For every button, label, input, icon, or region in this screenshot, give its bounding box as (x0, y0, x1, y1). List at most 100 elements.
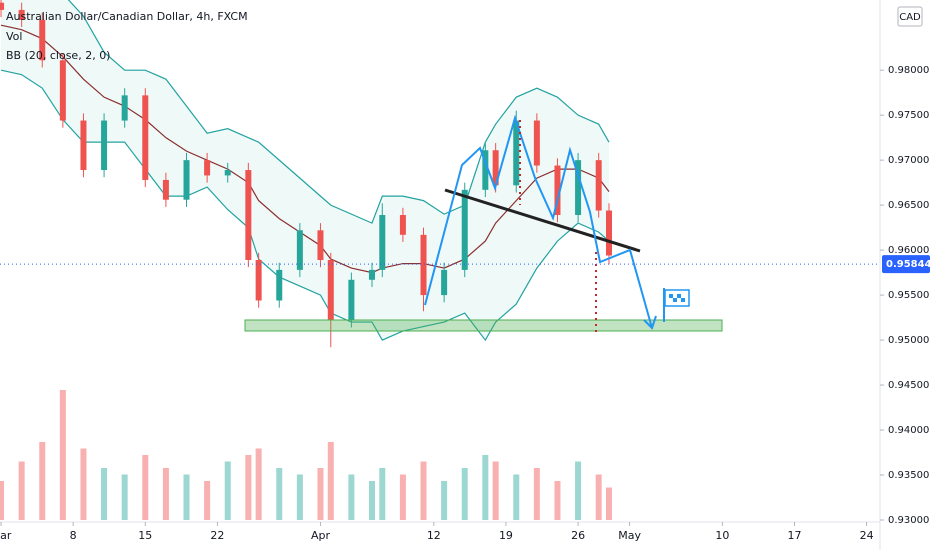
support-zone (244, 319, 723, 332)
y-tick-label: 0.97500 (888, 110, 929, 121)
currency-label[interactable]: CAD (899, 12, 921, 23)
band-fill (1, 0, 609, 341)
x-tick-label: 17 (787, 529, 801, 542)
volume-bar (533, 468, 540, 520)
candle-body (39, 19, 46, 61)
candle-body (142, 95, 149, 180)
volume-bar (80, 448, 87, 520)
x-tick-label: 24 (860, 529, 874, 542)
volume-bar (317, 468, 324, 520)
last-price-box (882, 255, 930, 274)
volume-bar (296, 474, 303, 520)
volume-bar (101, 468, 108, 520)
candle-body (533, 120, 540, 166)
y-tick-label: 0.97000 (888, 155, 929, 166)
volume-bar (162, 468, 169, 520)
y-tick-label: 0.94500 (888, 380, 929, 391)
x-tick-label: 22 (210, 529, 224, 542)
candle-body (399, 215, 406, 235)
candle-body (204, 160, 211, 176)
candle-body (255, 260, 262, 301)
candle-body (379, 215, 386, 270)
volume-bar (0, 481, 5, 520)
candle-body (554, 165, 561, 216)
volume-bar (245, 455, 252, 520)
volume-bar (575, 461, 582, 520)
candle-body (296, 230, 303, 270)
candle-body (183, 160, 190, 200)
volume-bar (204, 481, 211, 520)
volume-bar (379, 468, 386, 520)
volume-bar (276, 468, 283, 520)
volume-bar (39, 442, 46, 520)
volume-bar (327, 442, 334, 520)
candle-body (482, 150, 489, 190)
x-tick-label: Apr (311, 529, 331, 542)
candle-body (327, 260, 334, 321)
plot (0, 0, 612, 520)
candle-body (575, 160, 582, 216)
volume-bar (255, 448, 262, 520)
y-tick-label: 0.95000 (888, 335, 929, 346)
x-tick-label: 12 (427, 529, 441, 542)
candle-body (245, 170, 252, 260)
candle-body (368, 269, 375, 280)
y-tick-label: 0.96000 (888, 245, 929, 256)
volume-bar (399, 474, 406, 520)
y-tick-label: 0.98000 (888, 65, 929, 76)
candle-body (348, 279, 355, 321)
y-tick-label: 0.96500 (888, 200, 929, 211)
x-tick-label: 8 (70, 529, 77, 542)
candle-body (595, 160, 602, 211)
y-tick-label: 0.95500 (888, 290, 929, 301)
volume-bar (18, 461, 25, 520)
indicator-legend: BB (20, close, 2, 0) (6, 49, 110, 62)
volume-bar (183, 474, 190, 520)
volume-bar (121, 474, 128, 520)
volume-legend: Vol (6, 30, 22, 43)
volume-bar (441, 481, 448, 520)
x-tick-label: May (618, 529, 641, 542)
candle-body (18, 9, 25, 20)
candle-body (224, 170, 231, 176)
candle-body (317, 230, 324, 260)
x-tick-label: 19 (499, 529, 513, 542)
currency-box[interactable] (897, 6, 923, 27)
volume-bar (142, 455, 149, 520)
volume-bar (595, 474, 602, 520)
candle-body (162, 179, 169, 200)
candle-body (420, 234, 427, 296)
bb-lower (0, 69, 610, 342)
y-tick-label: 0.93500 (888, 470, 929, 481)
bb-upper (67, 0, 610, 224)
neckline (444, 188, 641, 253)
candle-body (0, 2, 5, 10)
volume-bar (420, 461, 427, 520)
y-tick-label: 0.94000 (888, 425, 929, 436)
candle-body (461, 189, 468, 270)
x-tick-label: 15 (138, 529, 152, 542)
candle-body (441, 269, 448, 296)
volume-bar (461, 468, 468, 520)
candle-body (492, 150, 499, 186)
chart-title: Australian Dollar/Canadian Dollar, 4h, F… (6, 10, 248, 23)
volume-bar (224, 461, 231, 520)
candle-body (59, 60, 66, 121)
candle-body (101, 120, 108, 171)
x-tick-label: 10 (715, 529, 729, 542)
projection-arrow (643, 315, 657, 330)
candle-body (605, 210, 612, 256)
volume-bar (492, 461, 499, 520)
volume-bar (605, 487, 612, 520)
x-tick-label: Mar (0, 529, 12, 542)
flag-icon (663, 288, 690, 322)
candle-body (513, 120, 520, 186)
last-price-label: 0.95844 (886, 259, 932, 270)
x-tick-label: 26 (571, 529, 585, 542)
y-tick-label: 0.93000 (888, 515, 929, 526)
projection-path (424, 114, 653, 329)
candle-body (276, 269, 283, 301)
